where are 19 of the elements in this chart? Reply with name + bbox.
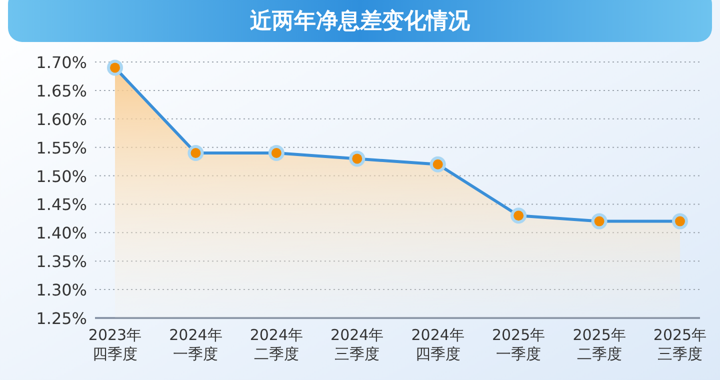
x-tick-label: 2024年二季度: [250, 326, 304, 363]
y-tick-label: 1.25%: [36, 309, 87, 328]
x-tick-label: 2025年二季度: [572, 326, 626, 363]
y-tick-label: 1.50%: [36, 166, 87, 186]
x-tick-label: 2023年四季度: [88, 326, 142, 363]
y-tick-label: 1.40%: [36, 224, 87, 243]
y-tick-label: 1.70%: [36, 53, 87, 72]
x-tick-label: 2024年三季度: [330, 326, 384, 363]
y-tick-label: 1.60%: [36, 110, 87, 129]
chart-title: 近两年净息差变化情况: [249, 8, 471, 34]
x-tick-label: 2024年一季度: [169, 326, 222, 363]
y-tick-label: 1.45%: [36, 195, 87, 214]
x-tick-label: 2024年四季度: [411, 326, 464, 363]
y-tick-label: 1.55%: [36, 138, 87, 158]
x-tick-label: 2025年三季度: [653, 326, 707, 363]
y-tick-label: 1.30%: [36, 280, 87, 300]
y-tick-label: 1.65%: [36, 81, 87, 100]
x-tick-label: 2025年一季度: [492, 326, 546, 363]
y-tick-label: 1.35%: [36, 252, 87, 272]
